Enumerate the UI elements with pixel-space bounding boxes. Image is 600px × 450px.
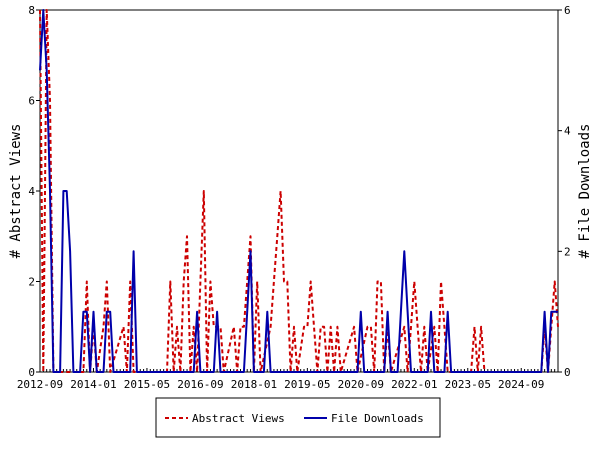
y-tick-label: 0: [28, 366, 35, 379]
x-tick-label: 2019-05: [284, 378, 330, 391]
x-tick-label: 2012-09: [17, 378, 63, 391]
y2-axis-title: # File Downloads: [577, 124, 593, 259]
y2-tick-label: 6: [564, 4, 571, 17]
legend-label-file-downloads: File Downloads: [331, 412, 424, 425]
y-axis-title: # Abstract Views: [8, 124, 24, 259]
legend: Abstract Views File Downloads: [155, 397, 441, 438]
x-tick-label: 2014-01: [70, 378, 116, 391]
x-tick-label: 2015-05: [124, 378, 170, 391]
series-line-file-downloads: [39, 9, 558, 373]
x-tick-label: 2020-09: [338, 378, 384, 391]
y-tick-label: 8: [28, 4, 35, 17]
y2-tick-label: 2: [564, 245, 571, 258]
y-tick-label: 2: [28, 276, 35, 289]
x-tick-label: 2018-01: [231, 378, 277, 391]
y-tick-label: 4: [28, 185, 35, 198]
y2-tick-label: 4: [564, 125, 571, 138]
series-line-abstract-views: [39, 9, 559, 373]
x-tick-label: 2022-01: [391, 378, 437, 391]
legend-box: [155, 397, 441, 438]
legend-label-abstract-views: Abstract Views: [192, 412, 285, 425]
x-tick-label: 2023-05: [445, 378, 491, 391]
plot-area-frame: [39, 9, 559, 373]
y-tick-label: 6: [28, 95, 35, 108]
x-tick-label: 2016-09: [177, 378, 223, 391]
x-tick-label: 2024-09: [498, 378, 544, 391]
y2-tick-label: 0: [564, 366, 571, 379]
